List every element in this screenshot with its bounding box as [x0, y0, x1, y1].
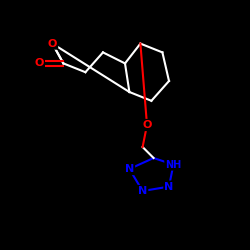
Text: O: O: [34, 58, 44, 68]
Text: N: N: [164, 182, 173, 192]
Text: N: N: [125, 164, 134, 174]
Text: O: O: [48, 38, 57, 48]
Text: NH: NH: [165, 160, 182, 170]
Text: N: N: [138, 186, 147, 196]
Text: O: O: [142, 120, 152, 130]
